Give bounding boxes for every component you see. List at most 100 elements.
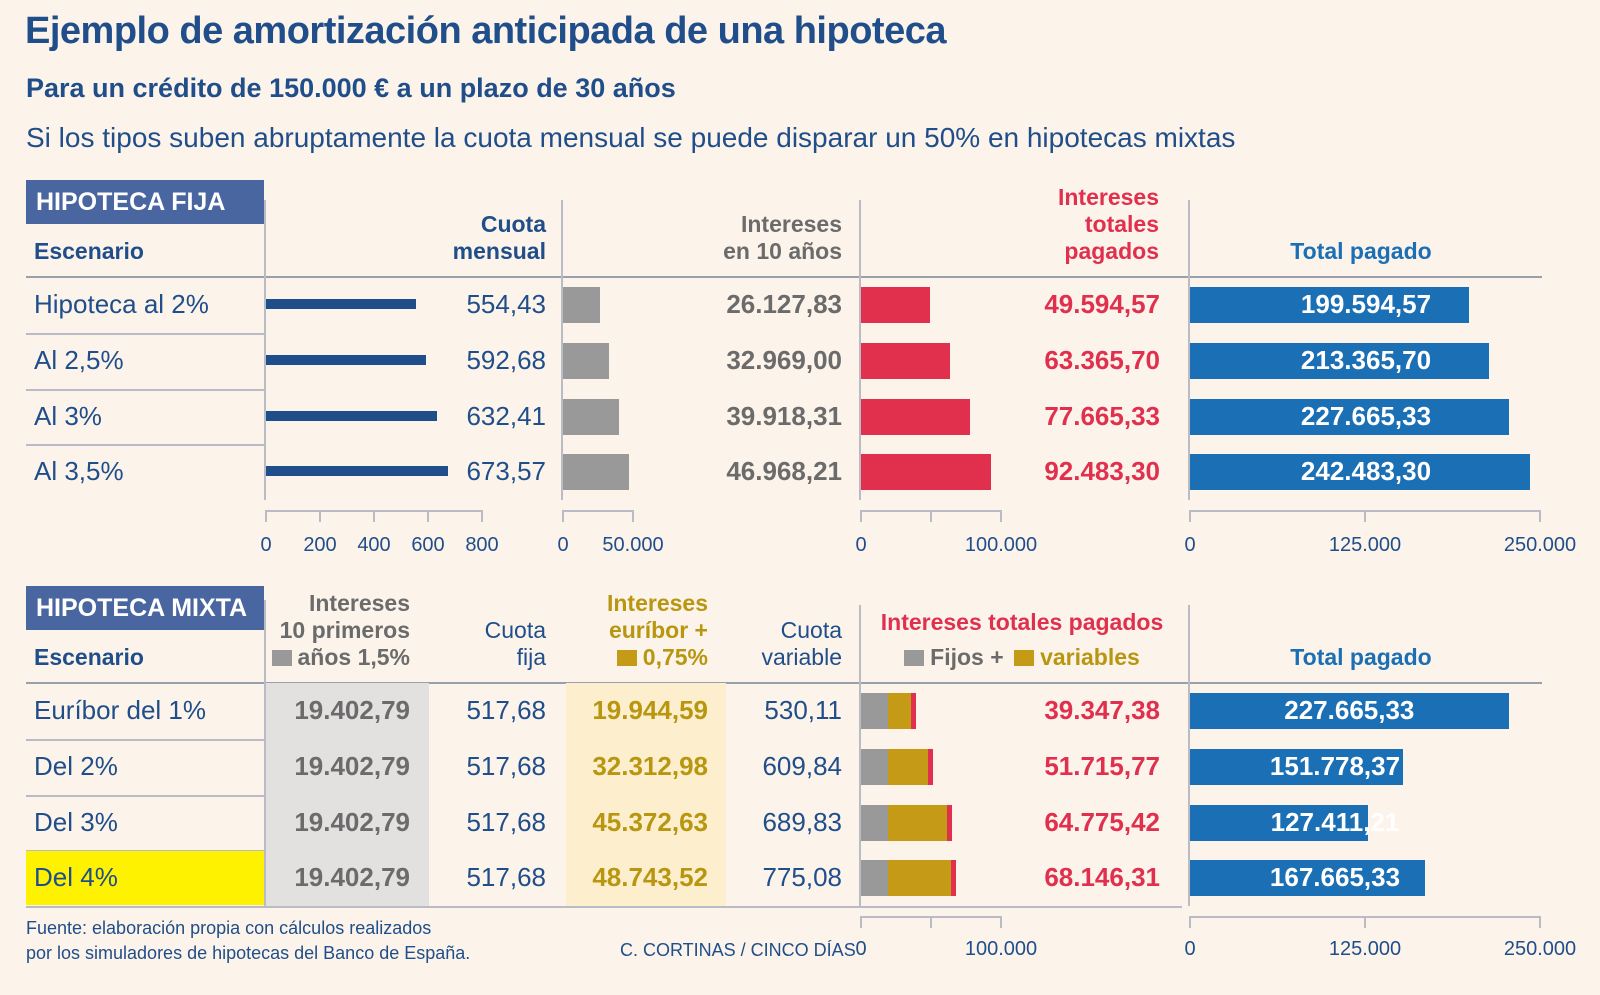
mixta-variables-bar: [888, 860, 952, 896]
fija-total-pagado-bar: [1190, 287, 1470, 323]
fija-column-divider: [264, 200, 266, 500]
fija-header-rule: [26, 276, 1542, 278]
fija-total-axis-label: 250.000: [1503, 534, 1577, 556]
mixta-total-axis-tick: [1539, 916, 1541, 928]
fija-scenario-label: Al 2,5%: [34, 345, 124, 375]
fija-scenario-label: Al 3,5%: [34, 456, 124, 486]
mixta-intereses-euribor-value: 19.944,59: [592, 695, 708, 725]
fija-scenario-label: Al 3%: [34, 401, 102, 431]
mixta-it-axis-tick: [860, 916, 862, 928]
fija-row-divider: [26, 389, 264, 391]
fija-it-axis-label: 100.000: [964, 534, 1038, 556]
mixta-column-divider: [1188, 605, 1190, 906]
mixta-total-marker: [928, 749, 934, 785]
header-cuota-fija: Cuota fija: [484, 617, 546, 670]
fija-cuota-bar: [266, 466, 448, 476]
fija-cuota-axis-tick: [427, 510, 429, 522]
mixta-fijos-bar: [861, 693, 889, 729]
fija-cuota-axis-label: 200: [303, 534, 337, 556]
mixta-row-divider: [26, 795, 264, 797]
fija-cuota-axis-label: 800: [465, 534, 499, 556]
credit: C. CORTINAS / CINCO DÍAS: [620, 940, 856, 960]
fija-intereses10-bar: [563, 343, 610, 379]
fija-intereses-totales-value: 92.483,30: [1044, 456, 1160, 486]
fija-intereses-totales-value: 77.665,33: [1044, 401, 1160, 431]
fija-it-axis-tick: [1000, 510, 1002, 522]
legend-gold-swatch: [616, 650, 637, 666]
fija-intereses10-bar: [563, 287, 600, 323]
mixta-total-pagado-value: 227.665,33: [1284, 695, 1415, 725]
header-intereses-fijos: Intereses 10 primeros años 1,5%: [266, 590, 410, 671]
fija-cuota-value: 632,41: [466, 401, 546, 431]
mixta-header-rule: [26, 682, 1542, 684]
fija-intereses10-value: 26.127,83: [726, 289, 842, 319]
header-cuota-variable: Cuota variable: [761, 617, 842, 670]
fija-intereses10-axis-label: 0: [557, 534, 569, 556]
mixta-intereses-totales-value: 39.347,38: [1044, 695, 1160, 725]
mixta-scenario-label: Del 4%: [34, 862, 118, 892]
fija-it-axis-tick: [860, 510, 862, 522]
mixta-total-pagado-value: 167.665,33: [1269, 862, 1401, 892]
fija-intereses-totales-bar: [861, 454, 991, 490]
mixta-intereses-fijos-value: 19.402,79: [294, 807, 410, 837]
fija-column-divider: [859, 200, 861, 500]
mixta-total-axis-label: 250.000: [1503, 938, 1577, 960]
fija-intereses10-value: 39.918,31: [726, 401, 842, 431]
fija-intereses10-value: 32.969,00: [726, 345, 842, 375]
mixta-total-axis-label: 125.000: [1328, 938, 1402, 960]
fija-total-pagado-value: 213.365,70: [1300, 345, 1432, 375]
fija-cuota-bar: [266, 355, 426, 365]
fija-cuota-axis-label: 0: [260, 534, 272, 556]
fija-total-pagado-bar: [1190, 343, 1489, 379]
mixta-total-pagado-bar: [1190, 749, 1403, 785]
mixta-total-marker: [911, 693, 917, 729]
mixta-total-pagado-bar: [1190, 860, 1425, 896]
mixta-intereses-fijos-value: 19.402,79: [294, 862, 410, 892]
chart-description: Si los tipos suben abruptamente la cuota…: [26, 122, 1236, 153]
fija-total-axis-tick: [1189, 510, 1191, 522]
fija-total-axis-label: 0: [1184, 534, 1196, 556]
fija-column-divider: [561, 200, 563, 500]
fija-intereses10-bar: [563, 399, 619, 435]
mixta-it-axis-tick: [1000, 916, 1002, 928]
legend-fijos-variables: Fijos + variables: [862, 644, 1182, 671]
mixta-total-pagado-bar: [1190, 693, 1509, 729]
mixta-column-divider: [859, 605, 861, 906]
fija-cuota-axis-tick: [265, 510, 267, 522]
fija-cuota-value: 673,57: [466, 456, 546, 486]
header-intereses-totales-fija: Intereses totales pagados: [1057, 184, 1159, 264]
fija-total-pagado-value: 199.594,57: [1300, 289, 1432, 319]
mixta-euribor-column-bg: [566, 683, 726, 906]
mixta-cuota-fija-value: 517,68: [466, 807, 546, 837]
mixta-it-axis-label: 100.000: [964, 938, 1038, 960]
header-intereses-totales-mixta: Intereses totales pagados: [880, 609, 1164, 635]
mixta-cuota-variable-value: 775,08: [762, 862, 842, 892]
mixta-intereses-euribor-value: 48.743,52: [592, 862, 708, 892]
mixta-fijos-column-bg: [266, 683, 429, 906]
fija-cuota-axis-tick: [481, 510, 483, 522]
mixta-total-axis-tick: [1189, 916, 1191, 928]
fija-cuota-bar: [266, 411, 437, 421]
fija-intereses10-axis-tick: [562, 510, 564, 522]
mixta-intereses-totales-value: 51.715,77: [1044, 751, 1160, 781]
fija-intereses-totales-value: 63.365,70: [1044, 345, 1160, 375]
mixta-cuota-variable-value: 530,11: [764, 695, 842, 725]
header-total-pagado-mixta: Total pagado: [1290, 644, 1432, 670]
mixta-fijos-bar: [861, 860, 889, 896]
fija-intereses-totales-value: 49.594,57: [1044, 289, 1160, 319]
fija-cuota-axis-tick: [319, 510, 321, 522]
mixta-it-axis-label: 0: [855, 938, 867, 960]
mixta-cuota-fija-value: 517,68: [466, 695, 546, 725]
fija-total-pagado-bar: [1190, 454, 1530, 490]
mixta-variables-bar: [888, 693, 912, 729]
fija-total-axis-label: 125.000: [1328, 534, 1402, 556]
mixta-scenario-label: Euríbor del 1%: [34, 695, 206, 725]
mixta-fijos-bar: [861, 805, 889, 841]
fija-intereses10-axis-label: 50.000: [602, 534, 664, 556]
header-intereses-euribor: Intereses euríbor + 0,75%: [606, 590, 708, 670]
mixta-row-divider: [26, 739, 264, 741]
mixta-scenario-label: Del 3%: [34, 807, 118, 837]
fija-intereses-totales-bar: [861, 399, 970, 435]
header-escenario-fija: Escenario: [34, 238, 144, 264]
mixta-intereses-euribor-value: 32.312,98: [592, 751, 708, 781]
